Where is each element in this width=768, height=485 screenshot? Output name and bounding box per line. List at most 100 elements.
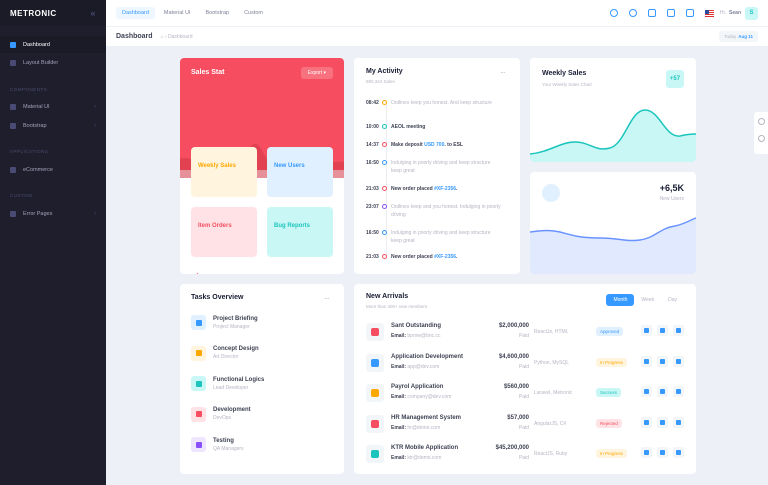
company-logo [366, 445, 384, 463]
status-badge: In Progress [596, 357, 628, 367]
side-toolbar [754, 112, 768, 154]
row-actions [636, 386, 684, 397]
greeting: Hi, [719, 10, 727, 16]
sidebar-section-title: APPLICATIONS [10, 149, 49, 154]
flag-icon[interactable] [704, 9, 714, 17]
activity-time: 21:03 [366, 254, 379, 260]
company-name[interactable]: Sant Outstanding [391, 323, 441, 329]
settings-icon[interactable] [641, 355, 652, 367]
table-row[interactable]: Application Development Email: app@dev.co… [366, 352, 684, 378]
activity-text-main: Indulging in poorly driving and keep str… [391, 160, 491, 174]
activity-text: AEOL meeting [391, 123, 501, 131]
task-item[interactable]: Testing QA Managers [191, 437, 244, 452]
table-row[interactable]: Payrol Application Email: company@dev.com… [366, 382, 684, 408]
settings-icon[interactable] [641, 386, 652, 397]
delete-icon[interactable] [673, 325, 684, 336]
tile-new-users[interactable]: New Users [267, 147, 333, 224]
tile-item-orders[interactable]: Item Orders [191, 207, 257, 274]
task-role: Art Director [213, 354, 239, 360]
card-title: New Arrivals [366, 293, 409, 300]
activity-link[interactable]: #XF-2356 [434, 186, 457, 192]
delete-icon[interactable] [673, 447, 684, 458]
settings-icon[interactable] [757, 118, 765, 125]
tab-bootstrap[interactable]: Bootstrap [205, 10, 230, 16]
task-role: Project Manager [213, 323, 250, 330]
sidebar-item-material-ui[interactable]: Material UI › [0, 99, 106, 116]
activity-link[interactable]: USD 700 [424, 142, 445, 148]
delete-icon[interactable] [673, 416, 684, 428]
send-icon[interactable] [757, 135, 765, 142]
table-row[interactable]: Sant Outstanding Email: bprow@bnc.cc $2,00… [366, 321, 684, 347]
tab-custom[interactable]: Custom [244, 10, 264, 16]
delete-icon[interactable] [673, 355, 684, 367]
date-label: Today [724, 34, 737, 39]
company-email: Email: bprow@bnc.cc [391, 333, 441, 339]
edit-icon[interactable] [657, 355, 668, 367]
activity-item: 14:37 Make deposit USD 700. to ESL [366, 142, 501, 149]
tab-week[interactable]: Week [641, 297, 655, 303]
edit-icon[interactable] [657, 386, 668, 397]
quick-actions-icon[interactable] [647, 9, 656, 17]
activity-text-main: New order placed [391, 254, 435, 260]
company-name[interactable]: HR Management System [391, 414, 462, 421]
error-icon [10, 210, 16, 217]
settings-icon[interactable] [641, 325, 652, 336]
settings-icon[interactable] [641, 416, 652, 428]
sidebar-item-label: Dashboard [23, 41, 50, 48]
more-icon[interactable]: ··· [324, 294, 330, 303]
task-item[interactable]: Concept Design Art Director [191, 345, 259, 361]
export-button[interactable]: Export ▾ [300, 67, 333, 79]
sidebar-item-layout-builder[interactable]: Layout Builder [0, 55, 106, 72]
task-name: Development [213, 407, 251, 413]
row-actions [636, 447, 684, 458]
activity-time: 21:03 [366, 186, 379, 192]
date-picker[interactable]: Today Aug 11 [719, 31, 758, 42]
users-icon [542, 184, 560, 202]
timeline-dot [382, 100, 387, 105]
cart-icon[interactable] [666, 9, 675, 17]
edit-icon[interactable] [657, 325, 668, 336]
search-icon[interactable] [609, 9, 618, 17]
table-row[interactable]: KTR Mobile Application Email: ktr@demo.co… [366, 443, 684, 469]
sidebar-toggle-icon[interactable]: « [90, 8, 96, 18]
company-name[interactable]: Payrol Application [391, 384, 444, 390]
tab-dashboard[interactable]: Dashboard [116, 7, 155, 19]
sidebar-nav: Dashboard Layout Builder COMPONENTS Mate… [0, 36, 106, 222]
sidebar-item-ecommerce[interactable]: eCommerce [0, 161, 106, 178]
breadcrumb-item[interactable]: Dashboard [168, 33, 193, 40]
tab-day[interactable]: Day [668, 297, 677, 303]
brand: METRONIC « [0, 0, 106, 26]
email-value: company@dev.com [407, 394, 452, 400]
timeline-dot [382, 124, 387, 129]
task-icon [191, 376, 206, 391]
tile-label: Bug Reports [274, 223, 310, 229]
delete-icon[interactable] [673, 386, 684, 397]
company-name[interactable]: Application Development [391, 353, 464, 360]
task-item[interactable]: Development DevOps [191, 406, 251, 422]
more-icon[interactable]: ··· [500, 68, 506, 77]
brand-logo[interactable]: METRONIC [10, 8, 57, 18]
edit-icon[interactable] [657, 416, 668, 428]
tab-material-ui[interactable]: Material UI [163, 10, 191, 16]
table-row[interactable]: HR Management System Email: hr@demo.com $5… [366, 413, 684, 439]
tile-weekly-sales[interactable]: Weekly Sales [191, 147, 257, 224]
timeline-dot [382, 204, 387, 209]
email-label: Email: [391, 424, 407, 431]
task-item[interactable]: Project Briefing Project Manager [191, 315, 258, 330]
activity-link[interactable]: #XF-2356 [434, 254, 457, 260]
sidebar-item-error-pages[interactable]: Error Pages › [0, 205, 106, 222]
breadcrumb: ⌂ › Dashboard [160, 33, 193, 40]
user-name[interactable]: Sean [729, 10, 741, 16]
sidebar-item-bootstrap[interactable]: Bootstrap › [0, 117, 106, 134]
bolt-icon[interactable] [628, 9, 637, 17]
edit-icon[interactable] [657, 447, 668, 458]
company-name[interactable]: KTR Mobile Application [391, 445, 459, 451]
task-item[interactable]: Functional Logics Lead Developer [191, 376, 264, 391]
avatar[interactable]: S [745, 6, 758, 20]
tab-month[interactable]: Month [606, 294, 635, 306]
task-name: Concept Design [213, 346, 259, 352]
tile-bug-reports[interactable]: Bug Reports [267, 207, 333, 257]
sidebar-item-dashboard[interactable]: Dashboard [0, 36, 106, 53]
settings-icon[interactable] [641, 447, 652, 458]
apps-icon[interactable] [685, 9, 694, 17]
